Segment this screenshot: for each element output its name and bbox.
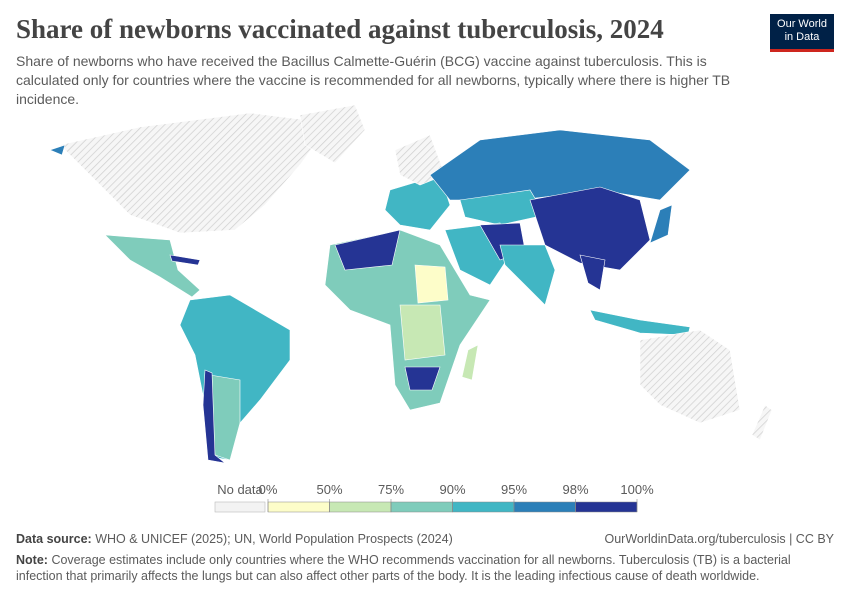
sudan [414,264,449,304]
logo[interactable]: Our World in Data [770,14,834,52]
russia [429,129,691,201]
north-africa [334,229,401,271]
legend-tick-label: 90% [439,482,465,497]
title: Share of newborns vaccinated against tub… [16,14,664,44]
legend-swatch [329,501,392,513]
se-asia [579,254,606,291]
source-text: WHO & UNICEF (2025); UN, World Populatio… [95,532,453,546]
source: Data source: WHO & UNICEF (2025); UN, Wo… [16,532,453,546]
japan [649,204,673,244]
legend-tick-label: 98% [562,482,588,497]
cuba [169,254,201,266]
madagascar [461,344,479,381]
greenland [299,105,366,164]
footer: Data source: WHO & UNICEF (2025); UN, Wo… [16,532,834,584]
chile [202,369,226,464]
link[interactable]: OurWorldinData.org/tuberculosis | CC BY [604,532,835,546]
kazakhstan [459,189,546,226]
note-text: Coverage estimates include only countrie… [16,553,791,583]
no-data-label: No data [217,482,263,497]
legend-swatch [390,501,453,513]
australia [639,329,741,424]
china [529,186,651,271]
legend-swatch [267,501,330,513]
countries [49,105,773,464]
legend-tick-label: 100% [620,482,654,497]
legend-swatch [513,501,576,513]
source-label: Data source: [16,532,92,546]
subtitle: Share of newborns who have received the … [16,53,731,107]
logo-line: Our World [777,18,827,30]
legend-swatch [575,501,638,513]
legend-tick-label: 0% [259,482,278,497]
footer-row: Data source: WHO & UNICEF (2025); UN, Wo… [16,532,834,546]
legend-tick-label: 95% [501,482,527,497]
no-data-swatch [214,501,266,513]
note: Note: Coverage estimates include only co… [16,552,834,584]
scandinavia [394,134,446,186]
new-zealand [751,404,773,441]
logo-line: in Data [784,31,820,43]
note-label: Note: [16,553,48,567]
indonesia [589,309,691,336]
southern-africa [404,366,441,391]
alaska [49,144,66,156]
legend-tick-label: 50% [316,482,342,497]
north-america [59,112,331,234]
central-africa [399,304,446,361]
mexico [104,234,201,298]
india [499,244,556,306]
map [49,105,773,464]
legend-tick-label: 75% [378,482,404,497]
legend-swatch [452,501,515,513]
